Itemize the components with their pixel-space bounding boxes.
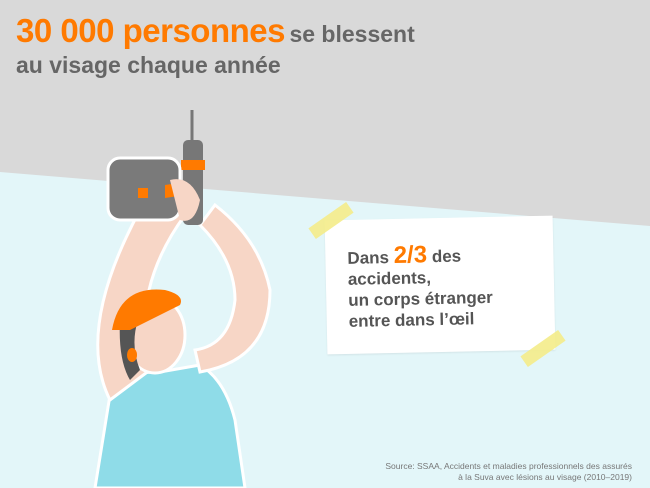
note-line2: accidents, — [347, 268, 432, 289]
source-note: Source: SSAA, Accidents et maladies prof… — [385, 461, 632, 483]
headline: 30 000 personnes se blessent au visage c… — [16, 12, 415, 78]
headline-rest: se blessent — [289, 21, 415, 47]
note-line4: entre dans l’œil — [348, 309, 475, 331]
note-card: Dans 2/3 des accidents, un corps étrange… — [324, 215, 556, 355]
hands — [170, 179, 200, 221]
ear-plug — [127, 348, 137, 362]
note-suffix: des — [431, 246, 462, 267]
helmet — [112, 289, 181, 330]
note-line3: un corps étranger — [348, 287, 494, 310]
source-line1: Source: SSAA, Accidents et maladies prof… — [385, 461, 632, 471]
headline-line2: au visage chaque année — [16, 51, 281, 78]
source-line2: à la Suva avec lésions au visage (2010–2… — [458, 472, 632, 482]
right-arm — [193, 202, 272, 374]
note-fraction: 2/3 — [393, 241, 428, 269]
note-prefix: Dans — [347, 248, 390, 268]
headline-number: 30 000 personnes — [16, 12, 286, 49]
